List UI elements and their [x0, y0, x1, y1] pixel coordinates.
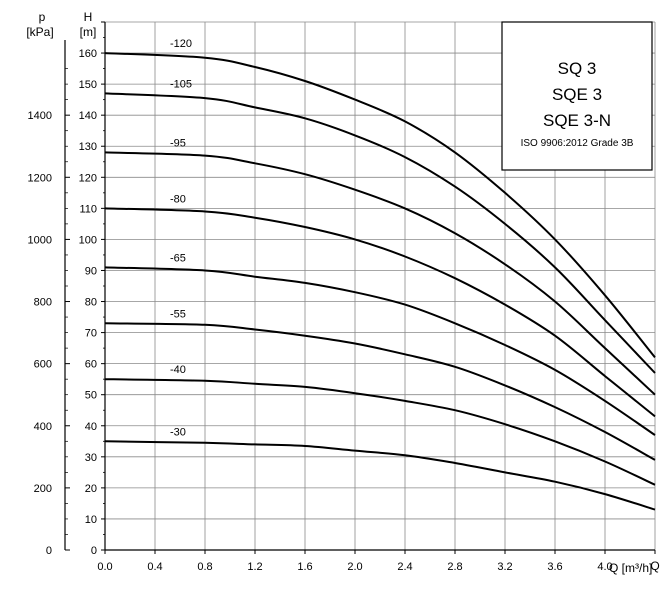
curve-minus-30	[104, 440, 656, 511]
curve-labels: -120 -105 -95 -80 -65 -55 -40 -30	[170, 38, 192, 438]
y2-tick-label: 1000	[28, 234, 52, 246]
x-tick-label: 1.6	[297, 561, 312, 573]
y2-tick-label: 600	[34, 359, 52, 371]
y-tick-label: 100	[79, 234, 97, 246]
curve-minus-80	[104, 207, 656, 418]
x-tick-label: 3.6	[547, 561, 562, 573]
grid-lines	[105, 21, 656, 550]
y-tick-label: 50	[85, 390, 97, 402]
y-tick-label: 150	[79, 79, 97, 91]
legend: SQ 3 SQE 3 SQE 3-N ISO 9906:2012 Grade 3…	[501, 21, 653, 171]
legend-line-1: SQ 3	[558, 59, 597, 78]
y2-tick-label: 400	[34, 421, 52, 433]
y-tick-label: 90	[85, 265, 97, 277]
x-tick-label: 2.0	[347, 561, 362, 573]
y-tick-label: 20	[85, 483, 97, 495]
x-tick-label: 0.4	[147, 561, 162, 573]
y2-tick-label: 1400	[28, 110, 52, 122]
curve-label: -120	[170, 38, 192, 50]
y-tick-label: 130	[79, 141, 97, 153]
curve-label: -55	[170, 308, 186, 320]
x-tick-label: Q	[650, 559, 659, 573]
curve-minus-95	[104, 151, 656, 396]
y-tick-label: 160	[79, 48, 97, 60]
curve-label: -30	[170, 426, 186, 438]
axes: 0.0 0.4 0.8 1.2 1.6 2.0 2.4 2.8 3.2 3.6 4.0 Q 0 10 20 3…	[28, 21, 660, 573]
y2-tick-label: 1200	[28, 172, 52, 184]
x-tick-label: 4.0	[597, 561, 612, 573]
x-tick-label: 2.4	[397, 561, 412, 573]
performance-curves	[104, 52, 656, 511]
legend-standard: ISO 9906:2012 Grade 3B	[521, 138, 634, 149]
y-tick-label: 40	[85, 421, 97, 433]
legend-box	[501, 21, 653, 171]
curve-label: -40	[170, 364, 186, 376]
y-tick-label: 80	[85, 297, 97, 309]
curve-minus-40	[104, 378, 656, 486]
legend-line-2: SQE 3	[552, 85, 602, 104]
y-tick-label: 110	[79, 203, 97, 215]
curve-minus-120	[104, 52, 656, 359]
x-tick-label: 1.2	[247, 561, 262, 573]
y-tick-label: 30	[85, 452, 97, 464]
y2-tick-label: 200	[34, 483, 52, 495]
y2-tick-label: 0	[46, 545, 52, 557]
y-axis-title-unit: [m]	[80, 25, 97, 39]
y-tick-label: 10	[85, 514, 97, 526]
y-tick-label: 70	[85, 328, 97, 340]
curve-minus-55	[104, 322, 656, 461]
curve-minus-65	[104, 266, 656, 436]
y2-axis-title-unit: [kPa]	[26, 25, 53, 39]
curve-label: -80	[170, 193, 186, 205]
y-tick-label: 60	[85, 359, 97, 371]
x-tick-label: 0.0	[97, 561, 112, 573]
x-tick-label: 2.8	[447, 561, 462, 573]
curve-minus-105	[104, 92, 656, 374]
legend-line-3: SQE 3-N	[543, 111, 611, 130]
curve-label: -95	[170, 137, 186, 149]
y-axis-title-symbol: H	[84, 10, 93, 24]
y-tick-label: 140	[79, 110, 97, 122]
x-tick-label: 3.2	[497, 561, 512, 573]
x-tick-label: 0.8	[197, 561, 212, 573]
x-axis-title: Q [m³/h]	[609, 561, 652, 575]
y2-tick-label: 800	[34, 297, 52, 309]
y-tick-label: 0	[91, 545, 97, 557]
y-tick-label: 120	[79, 172, 97, 184]
curve-label: -105	[170, 78, 192, 90]
y2-axis-title-symbol: p	[39, 10, 46, 24]
curve-label: -65	[170, 252, 186, 264]
